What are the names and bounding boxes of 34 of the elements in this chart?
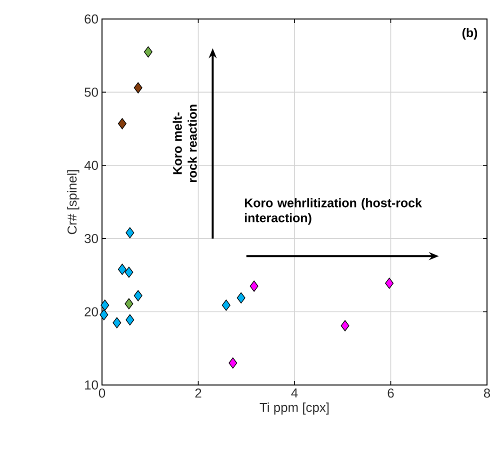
x-tick-label: 4: [291, 388, 298, 398]
point: [100, 309, 108, 320]
point: [124, 266, 134, 278]
point: [385, 278, 394, 289]
point: [250, 280, 258, 292]
annotation: Koro wehrlitization (host-rock interaction): [244, 198, 422, 225]
y-tick-label: 40: [84, 160, 98, 170]
point: [100, 300, 110, 311]
point: [124, 298, 134, 310]
point: [126, 314, 134, 326]
x-axis-title: Ti ppm [cpx]: [260, 402, 329, 415]
point: [134, 82, 142, 94]
y-tick-label: 20: [84, 307, 98, 316]
x-tick-label: 0: [98, 388, 106, 398]
point: [126, 227, 134, 238]
x-tick-label: 8: [484, 388, 490, 398]
x-tick-label: 6: [388, 388, 394, 398]
y-axis-title: Cr# [spinel]: [67, 170, 80, 234]
point: [236, 292, 246, 304]
x-tick-label: 2: [195, 388, 202, 398]
annotation: (b): [462, 28, 478, 40]
point: [118, 264, 126, 275]
point: [340, 320, 350, 332]
annotation: Koro melt-rock reaction: [172, 104, 197, 182]
point: [134, 290, 142, 302]
y-tick-label: 60: [84, 14, 98, 24]
y-tick-label: 50: [84, 88, 98, 97]
point: [118, 118, 126, 130]
point: [228, 357, 238, 369]
point: [222, 300, 230, 311]
y-tick-label: 10: [85, 380, 98, 390]
point: [144, 46, 152, 58]
point: [112, 317, 122, 328]
y-tick-label: 30: [84, 234, 98, 244]
